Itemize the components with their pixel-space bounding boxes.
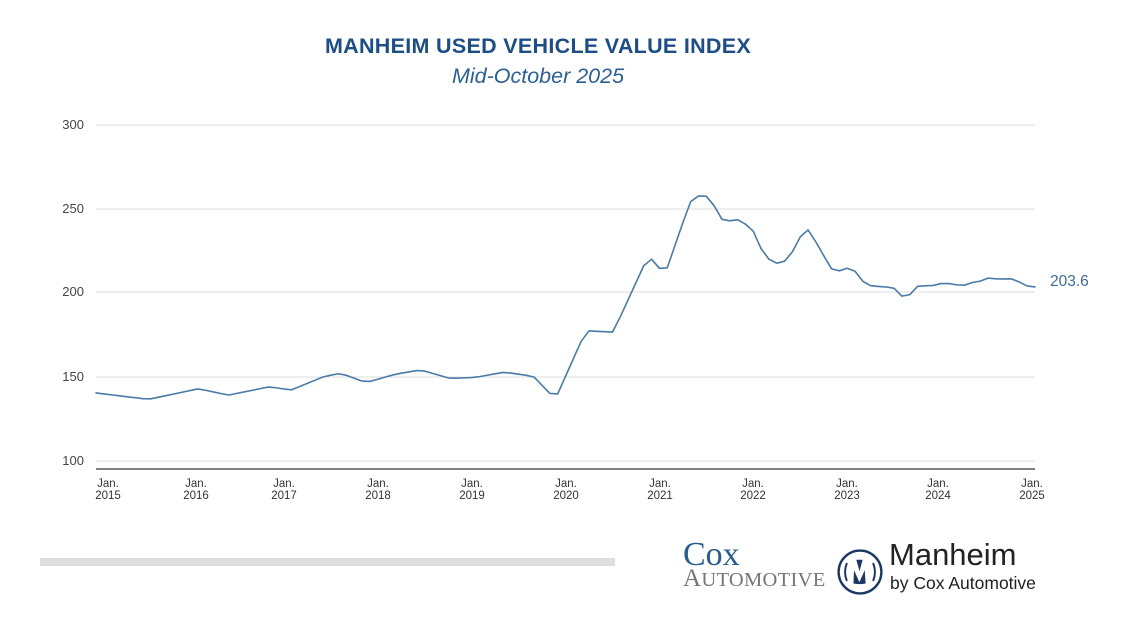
svg-text:203.6: 203.6 [1050,273,1089,290]
svg-text:300: 300 [62,117,84,132]
svg-text:250: 250 [62,201,84,216]
svg-text:150: 150 [62,369,84,384]
svg-text:100: 100 [62,453,84,468]
svg-text:200: 200 [62,284,84,299]
